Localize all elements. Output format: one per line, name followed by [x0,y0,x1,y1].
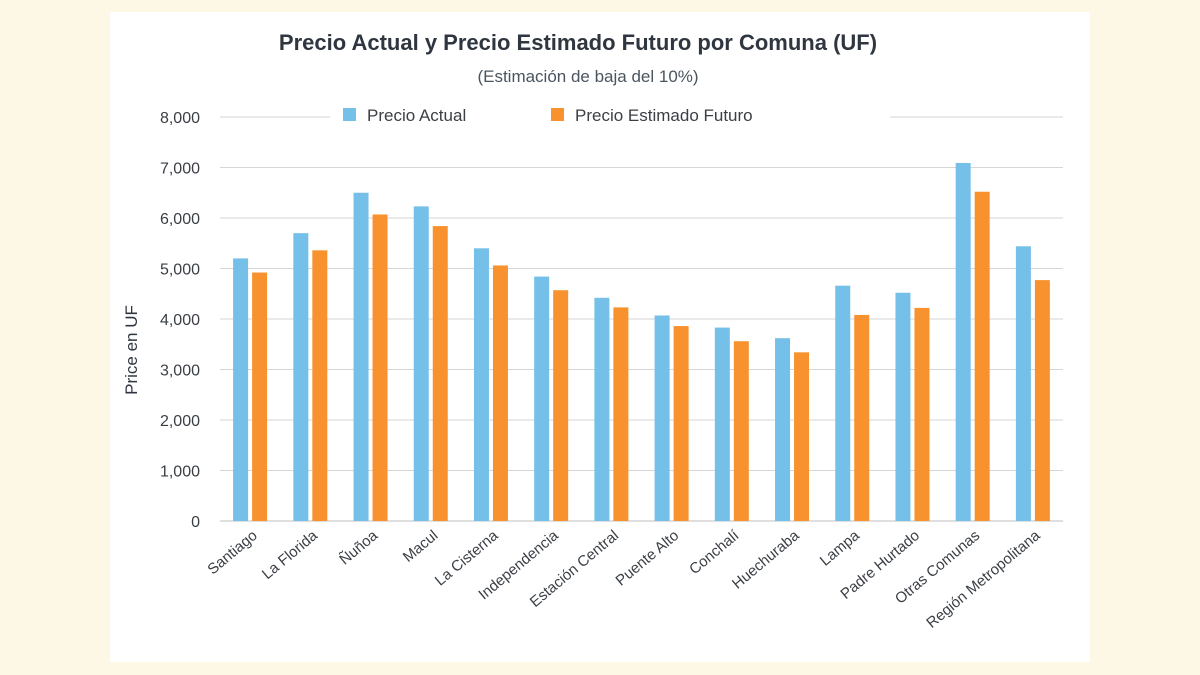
legend: Precio Actual Precio Estimado Futuro [330,106,890,125]
legend-swatch-precio-estimado-futuro [551,108,564,121]
legend-label-precio-estimado-futuro: Precio Estimado Futuro [575,106,753,125]
y-tick-label: 7,000 [160,161,200,178]
bar-precio-estimado-futuro-la-cisterna [492,265,508,521]
y-tick-label: 3,000 [160,363,200,380]
bar-precio-estimado-futuro-macul [432,226,448,521]
bar-precio-actual-lampa [835,285,851,521]
bar-precio-actual-padre-hurtado [895,292,911,521]
bar-precio-estimado-futuro-huechuraba [794,352,810,521]
x-tick-label-macul: Macul [400,527,442,566]
bar-precio-actual-puente-alto [654,315,670,521]
x-tick-label-nunoa: Ñuñoa [336,527,381,569]
bar-precio-estimado-futuro-region-metropolitana [1034,280,1050,521]
x-tick-label-puente-alto: Puente Alto [612,527,682,589]
bar-precio-actual-la-cisterna [473,248,489,522]
chart-subtitle: (Estimación de baja del 10%) [477,67,698,86]
bar-precio-actual-region-metropolitana [1015,246,1031,521]
bar-precio-actual-santiago [233,258,249,521]
x-tick-label-lampa: Lampa [817,527,864,570]
bar-precio-estimado-futuro-padre-hurtado [914,307,930,521]
y-axis-label: Price en UF [122,305,141,395]
bar-precio-actual-conchali [714,327,730,521]
y-tick-labels: 0 1,000 2,000 3,000 4,000 5,000 6,000 7,000 8,00… [160,110,200,531]
bar-precio-actual-independencia [534,276,550,521]
x-tick-label-la-florida: La Florida [259,527,322,583]
legend-swatch-precio-actual [343,108,356,121]
y-tick-label: 4,000 [160,312,200,329]
bar-chart: Precio Actual y Precio Estimado Futuro p… [122,30,1063,632]
gridlines [220,116,1063,522]
y-tick-label: 6,000 [160,211,200,228]
bar-precio-estimado-futuro-lampa [854,314,870,521]
bar-precio-estimado-futuro-la-florida [312,250,328,521]
bar-precio-estimado-futuro-nunoa [372,214,388,521]
bar-precio-actual-huechuraba [775,338,791,521]
x-tick-label-santiago: Santiago [204,527,260,578]
y-tick-label: 2,000 [160,413,200,430]
chart-title: Precio Actual y Precio Estimado Futuro p… [279,30,877,55]
bar-precio-estimado-futuro-independencia [553,290,569,521]
bar-precio-actual-macul [413,206,429,521]
bar-precio-estimado-futuro-conchali [733,341,749,521]
bar-precio-actual-estacion-central [594,297,610,521]
x-tick-label-conchali: Conchalí [686,527,743,579]
bar-precio-estimado-futuro-otras-comunas [974,191,990,522]
y-tick-label: 8,000 [160,110,200,127]
bar-precio-actual-nunoa [353,192,369,521]
bar-precio-estimado-futuro-puente-alto [673,326,689,521]
x-tick-label-huechuraba: Huechuraba [729,527,803,593]
bar-precio-estimado-futuro-estacion-central [613,307,629,521]
legend-background [330,107,890,123]
x-tick-label-region-metropolitana: Región Metropolitana [923,527,1044,632]
bar-precio-actual-otras-comunas [955,162,971,521]
y-tick-label: 1,000 [160,464,200,481]
bars [233,162,1050,522]
bar-precio-estimado-futuro-santiago [252,272,268,521]
bar-precio-actual-la-florida [293,233,309,521]
y-tick-label: 0 [191,514,200,531]
chart-card: Precio Actual y Precio Estimado Futuro p… [110,12,1090,662]
y-tick-label: 5,000 [160,262,200,279]
legend-label-precio-actual: Precio Actual [367,106,466,125]
